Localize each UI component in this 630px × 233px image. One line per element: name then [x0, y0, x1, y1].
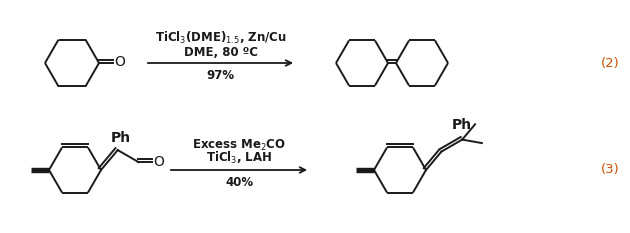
Text: 97%: 97%	[207, 69, 234, 82]
Text: TiCl$_3$, LAH: TiCl$_3$, LAH	[206, 150, 272, 166]
Text: Excess Me$_2$CO: Excess Me$_2$CO	[192, 138, 286, 153]
Text: (3): (3)	[600, 164, 619, 177]
Text: DME, 80 ºC: DME, 80 ºC	[183, 46, 258, 59]
Text: O: O	[114, 55, 125, 69]
Text: O: O	[154, 154, 164, 169]
Text: TiCl$_3$(DME)$_{1.5}$, Zn/Cu: TiCl$_3$(DME)$_{1.5}$, Zn/Cu	[154, 30, 287, 46]
Text: (2): (2)	[600, 56, 619, 69]
Text: Ph: Ph	[452, 118, 472, 132]
Text: 40%: 40%	[225, 176, 253, 189]
Text: Ph: Ph	[111, 131, 131, 145]
